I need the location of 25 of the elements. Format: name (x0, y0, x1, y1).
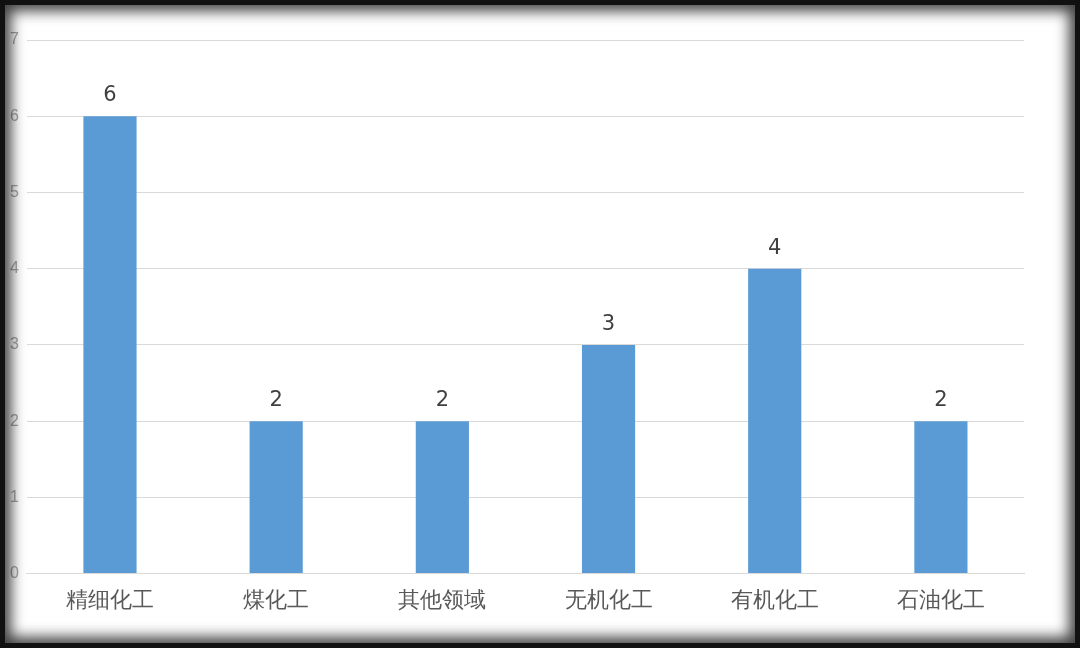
data-label: 2 (269, 387, 283, 412)
y-tick-label: 5 (9, 182, 19, 200)
y-tick-label: 1 (9, 487, 19, 505)
x-tick-label: 无机化工 (564, 586, 653, 612)
y-tick-label: 0 (9, 564, 19, 582)
x-tick-label: 其他领域 (398, 586, 487, 612)
bar (83, 116, 137, 574)
bar (249, 421, 303, 574)
y-tick-label: 3 (9, 335, 19, 353)
bar (914, 421, 968, 574)
data-label: 6 (103, 82, 117, 107)
data-label: 3 (601, 310, 616, 335)
bar (581, 344, 636, 574)
y-tick-label: 2 (9, 411, 19, 429)
data-label: 2 (435, 387, 450, 412)
bar (748, 268, 802, 574)
x-tick-label: 有机化工 (730, 586, 819, 612)
data-label: 2 (934, 387, 948, 412)
data-label: 4 (768, 234, 782, 259)
x-tick-label: 精细化工 (65, 586, 154, 612)
y-tick-label: 6 (9, 106, 19, 124)
x-tick-label: 煤化工 (243, 586, 310, 612)
x-tick-label: 石油化工 (896, 586, 985, 612)
y-tick-label: 7 (9, 30, 19, 48)
bar (415, 421, 469, 574)
